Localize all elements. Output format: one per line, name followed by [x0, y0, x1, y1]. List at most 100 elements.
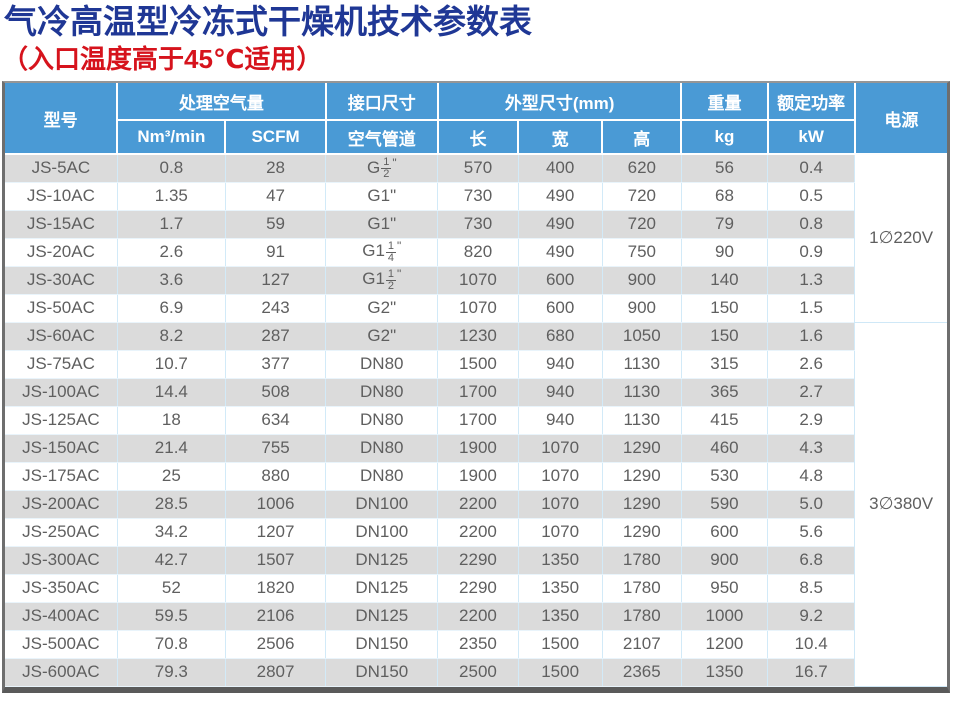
- table-row: JS-50AC 6.9 243 G2" 1070 600 900 150 1.5: [5, 294, 947, 323]
- cell-model: JS-60AC: [5, 322, 118, 351]
- cell-pipe-size: DN80: [325, 434, 439, 463]
- cell-nm3-min: 70.8: [117, 630, 226, 659]
- cell-height: 1290: [602, 518, 682, 547]
- col-subheader-width: 宽: [518, 120, 604, 155]
- cell-weight-kg: 950: [681, 574, 769, 603]
- cell-weight-kg: 530: [681, 462, 769, 491]
- cell-pipe-size: G2": [325, 294, 439, 323]
- cell-model: JS-100AC: [5, 378, 118, 407]
- cell-model: JS-20AC: [5, 238, 118, 267]
- cell-model: JS-600AC: [5, 658, 118, 687]
- cell-height: 1780: [602, 602, 682, 631]
- cell-pipe-size: DN100: [325, 490, 439, 519]
- cell-nm3-min: 21.4: [117, 434, 226, 463]
- cell-width: 680: [518, 322, 603, 351]
- cell-model: JS-30AC: [5, 266, 118, 295]
- cell-height: 1130: [602, 406, 682, 435]
- cell-nm3-min: 18: [117, 406, 226, 435]
- cell-pipe-size: DN150: [325, 630, 439, 659]
- cell-length: 570: [437, 154, 519, 183]
- cell-nm3-min: 52: [117, 574, 226, 603]
- cell-power-kw: 2.6: [767, 350, 855, 379]
- cell-pipe-size: DN125: [325, 546, 439, 575]
- cell-length: 2200: [437, 602, 519, 631]
- cell-scfm: 2807: [225, 658, 327, 687]
- cell-length: 820: [437, 238, 519, 267]
- cell-pipe-size: DN100: [325, 518, 439, 547]
- cell-weight-kg: 1350: [681, 658, 769, 687]
- cell-power-kw: 1.6: [767, 322, 856, 351]
- cell-pipe-size: G1 1 2 ": [325, 266, 439, 295]
- cell-width: 1350: [518, 602, 603, 631]
- cell-length: 2200: [437, 490, 519, 519]
- table-row: JS-125AC 18 634 DN80 1700 940 1130 415 2.9: [5, 406, 947, 435]
- cell-pipe-size: DN150: [325, 658, 439, 687]
- cell-power-kw: 2.7: [767, 378, 855, 407]
- cell-height: 720: [602, 210, 682, 239]
- cell-power-kw: 4.8: [767, 462, 855, 491]
- page-title: 气冷高温型冷冻式干燥机技术参数表: [4, 3, 532, 40]
- cell-power-kw: 1.3: [767, 266, 855, 295]
- col-subheader-nm3min: Nm³/min: [117, 120, 227, 155]
- cell-nm3-min: 79.3: [117, 658, 226, 687]
- cell-power-kw: 0.5: [767, 182, 855, 211]
- cell-scfm: 1006: [225, 490, 327, 519]
- cell-height: 750: [602, 238, 682, 267]
- cell-width: 940: [518, 378, 603, 407]
- cell-nm3-min: 14.4: [117, 378, 226, 407]
- cell-length: 730: [437, 210, 519, 239]
- cell-width: 1070: [518, 462, 603, 491]
- cell-weight-kg: 315: [681, 350, 769, 379]
- cell-length: 1900: [437, 462, 519, 491]
- cell-weight-kg: 1200: [681, 630, 769, 659]
- cell-weight-kg: 68: [681, 182, 769, 211]
- cell-width: 490: [518, 238, 603, 267]
- cell-pipe-size: G1 1 4 ": [325, 238, 439, 267]
- cell-height: 1780: [602, 574, 682, 603]
- cell-power-kw: 5.0: [767, 490, 855, 519]
- cell-width: 1500: [518, 658, 603, 687]
- cell-power-kw: 1.5: [767, 294, 855, 323]
- cell-power-kw: 4.3: [767, 434, 855, 463]
- cell-nm3-min: 42.7: [117, 546, 226, 575]
- cell-power-supply: 3∅380V: [854, 322, 947, 687]
- page-subtitle: （入口温度高于45℃适用）: [2, 44, 323, 74]
- cell-nm3-min: 0.8: [117, 154, 226, 183]
- cell-nm3-min: 2.6: [117, 238, 226, 267]
- cell-length: 730: [437, 182, 519, 211]
- cell-scfm: 287: [225, 322, 327, 351]
- table-row: JS-100AC 14.4 508 DN80 1700 940 1130 365 2.7: [5, 378, 947, 407]
- cell-length: 2200: [437, 518, 519, 547]
- cell-power-kw: 8.5: [767, 574, 855, 603]
- table-row: JS-30AC 3.6 127 G1 1 2 " 1070 600 900 140 1.3: [5, 266, 947, 295]
- cell-height: 720: [602, 182, 682, 211]
- cell-weight-kg: 600: [681, 518, 769, 547]
- cell-pipe-size: DN125: [325, 602, 439, 631]
- table-header: 型号 处理空气量 接口尺寸 外型尺寸(mm) 重量 额定功率 电源 Nm³/mi…: [5, 83, 947, 155]
- cell-pipe-size: G1": [325, 182, 439, 211]
- cell-width: 600: [518, 294, 603, 323]
- cell-pipe-size: DN80: [325, 350, 439, 379]
- table-row: JS-75AC 10.7 377 DN80 1500 940 1130 315 2.6: [5, 350, 947, 379]
- cell-height: 1130: [602, 350, 682, 379]
- cell-model: JS-350AC: [5, 574, 118, 603]
- col-header-dimensions: 外型尺寸(mm): [437, 83, 683, 121]
- cell-length: 2500: [437, 658, 519, 687]
- cell-scfm: 1207: [225, 518, 327, 547]
- cell-pipe-size: DN125: [325, 574, 439, 603]
- col-subheader-height: 高: [602, 120, 683, 155]
- cell-pipe-size: G1": [325, 210, 439, 239]
- table-row: JS-150AC 21.4 755 DN80 1900 1070 1290 460 4.3: [5, 434, 947, 463]
- cell-model: JS-175AC: [5, 462, 118, 491]
- cell-weight-kg: 79: [681, 210, 769, 239]
- cell-model: JS-15AC: [5, 210, 118, 239]
- col-subheader-length: 长: [437, 120, 520, 155]
- cell-nm3-min: 3.6: [117, 266, 226, 295]
- cell-weight-kg: 56: [681, 154, 769, 183]
- table-row: JS-60AC 8.2 287 G2" 1230 680 1050 150 1.6 3∅380V: [5, 322, 947, 687]
- cell-width: 1070: [518, 434, 603, 463]
- table-row: JS-300AC 42.7 1507 DN125 2290 1350 1780 900 6.8: [5, 546, 947, 575]
- cell-scfm: 91: [225, 238, 327, 267]
- cell-nm3-min: 28.5: [117, 490, 226, 519]
- table-row: JS-600AC 79.3 2807 DN150 2500 1500 2365 1350 16.…: [5, 658, 947, 687]
